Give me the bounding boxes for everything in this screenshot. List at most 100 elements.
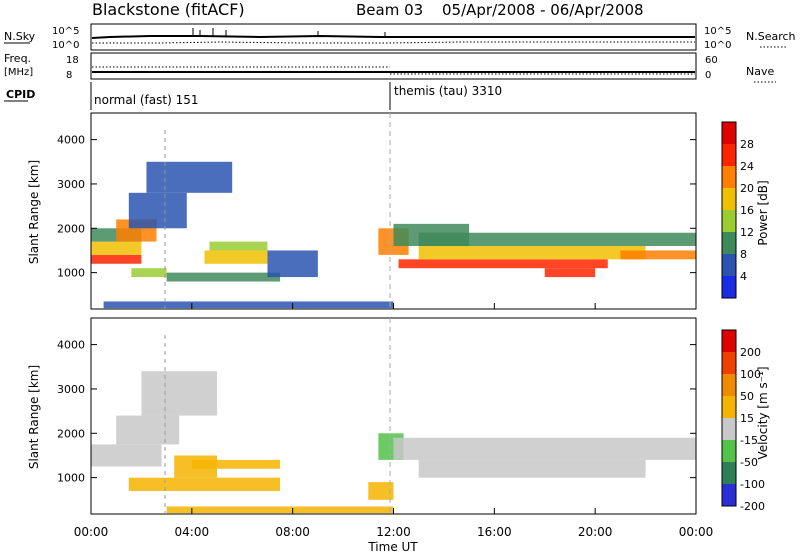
nsky-tick-top: 10^5 [52,26,79,37]
colorbar-cell [722,210,736,233]
data-band [209,241,268,251]
data-band [131,268,167,278]
colorbar-cell [722,144,736,167]
data-band [418,459,646,478]
x-tick-label: 16:00 [477,525,512,539]
colorbar-tick-label: 100 [740,368,761,381]
data-band [368,482,394,500]
y-tick-label: 3000 [57,178,85,191]
plot-title: Blackstone (fitACF) [92,0,245,19]
cpid-segment-normal: normal (fast) 151 [94,93,198,107]
data-band [166,506,394,514]
velocity-colorbar: 200 100 50 15 -15 -50 -100 -200 [721,329,765,513]
y-tick-label: 4000 [57,134,85,147]
colorbar-tick-label: -15 [740,434,758,447]
colorbar-frame [721,121,737,299]
data-band [191,459,281,469]
data-band [146,161,233,193]
data-band [91,254,142,264]
colorbar-cell [722,254,736,277]
velocity-colorbar-label: Velocity [m s⁻¹] [756,366,770,459]
colorbar-tick-label: 28 [740,138,754,151]
colorbar-tick-label: 200 [740,346,761,359]
nsky-trace [91,28,695,44]
data-band [141,371,218,416]
power-data-cells [91,161,696,309]
data-band [418,232,696,247]
data-band [267,250,318,278]
data-band [91,241,142,255]
colorbar-cell [722,188,736,211]
data-band [204,250,268,264]
x-tick-label: 20:00 [578,525,613,539]
velocity-data-cells [91,371,696,514]
y-tick-label: 2000 [57,427,85,440]
y-tick-label: 4000 [57,339,85,352]
date-range: 05/Apr/2008 - 06/Apr/2008 [442,1,644,19]
y-tick-label: 1000 [57,472,85,485]
x-tick-label: 00:00 [74,525,109,539]
colorbar-tick-label: 20 [740,182,754,195]
colorbar-cell [722,374,736,397]
beam-label: Beam 03 [356,1,423,19]
colorbar-cell [722,276,736,299]
colorbar-tick-label: 16 [740,204,754,217]
velocity-panel: 1000 2000 3000 4000 00:00 04:00 08:00 12:00 16:… [27,303,713,554]
power-ylabel: Slant Range [km] [27,160,41,264]
data-band [166,272,281,282]
y-tick-label: 2000 [57,222,85,235]
colorbar-tick-label: 12 [740,226,754,239]
colorbar-tick-label: -50 [740,456,758,469]
nsky-label: N.Sky [4,30,36,43]
freq-panel [90,52,697,80]
freq-tick-bottom: 8 [66,70,72,81]
data-band [128,192,187,229]
y-tick-label: 3000 [57,383,85,396]
colorbar-cell [722,352,736,375]
colorbar-tick-label: -100 [740,478,765,491]
power-colorbar-label: Power [dB] [756,180,770,245]
x-tick-label: 04:00 [175,525,210,539]
data-band [398,259,608,269]
data-band [91,444,162,467]
data-band [128,477,281,491]
data-band [620,250,696,260]
cpid-label: CPID [6,88,35,101]
velocity-y-axis: 1000 2000 3000 4000 [57,339,696,485]
freq-unit: [MHz] [4,67,33,78]
nsearch-label: N.Search [746,30,796,43]
nave-tick-bottom: 0 [705,70,711,81]
nsky-tick-bottom: 10^0 [52,40,79,51]
data-band [393,437,696,460]
colorbar-tick-label: 50 [740,390,754,403]
colorbar-cell [722,462,736,485]
colorbar-tick-label: -200 [740,500,765,513]
colorbar-cell [722,232,736,255]
velocity-ylabel: Slant Range [km] [27,365,41,469]
colorbar-cell [722,396,736,419]
colorbar-tick-label: 24 [740,160,754,173]
nave-label: Nave [746,65,774,78]
data-band [116,415,180,445]
data-band [544,268,596,278]
y-tick-label: 1000 [57,267,85,280]
data-band [103,301,394,309]
colorbar-cell [722,330,736,353]
time-x-axis: 00:00 04:00 08:00 12:00 16:00 20:00 00:00 [74,303,714,539]
power-y-axis: 1000 2000 3000 4000 [57,134,696,280]
freq-label: Freq. [4,52,31,65]
colorbar-cell [722,484,736,507]
colorbar-cell [722,418,736,441]
colorbar-cell [722,122,736,145]
colorbar-tick-label: 15 [740,412,754,425]
colorbar-tick-label: 4 [740,270,747,283]
x-tick-label: 00:00 [679,525,714,539]
nsearch-tick-top: 10^5 [704,26,731,37]
xlabel: Time UT [367,540,418,554]
power-colorbar: 28 24 20 16 12 8 4 [721,121,754,299]
colorbar-cell [722,166,736,189]
x-tick-label: 12:00 [376,525,411,539]
cpid-segment-themis: themis (tau) 3310 [394,84,502,98]
nave-tick-top: 60 [705,55,718,66]
